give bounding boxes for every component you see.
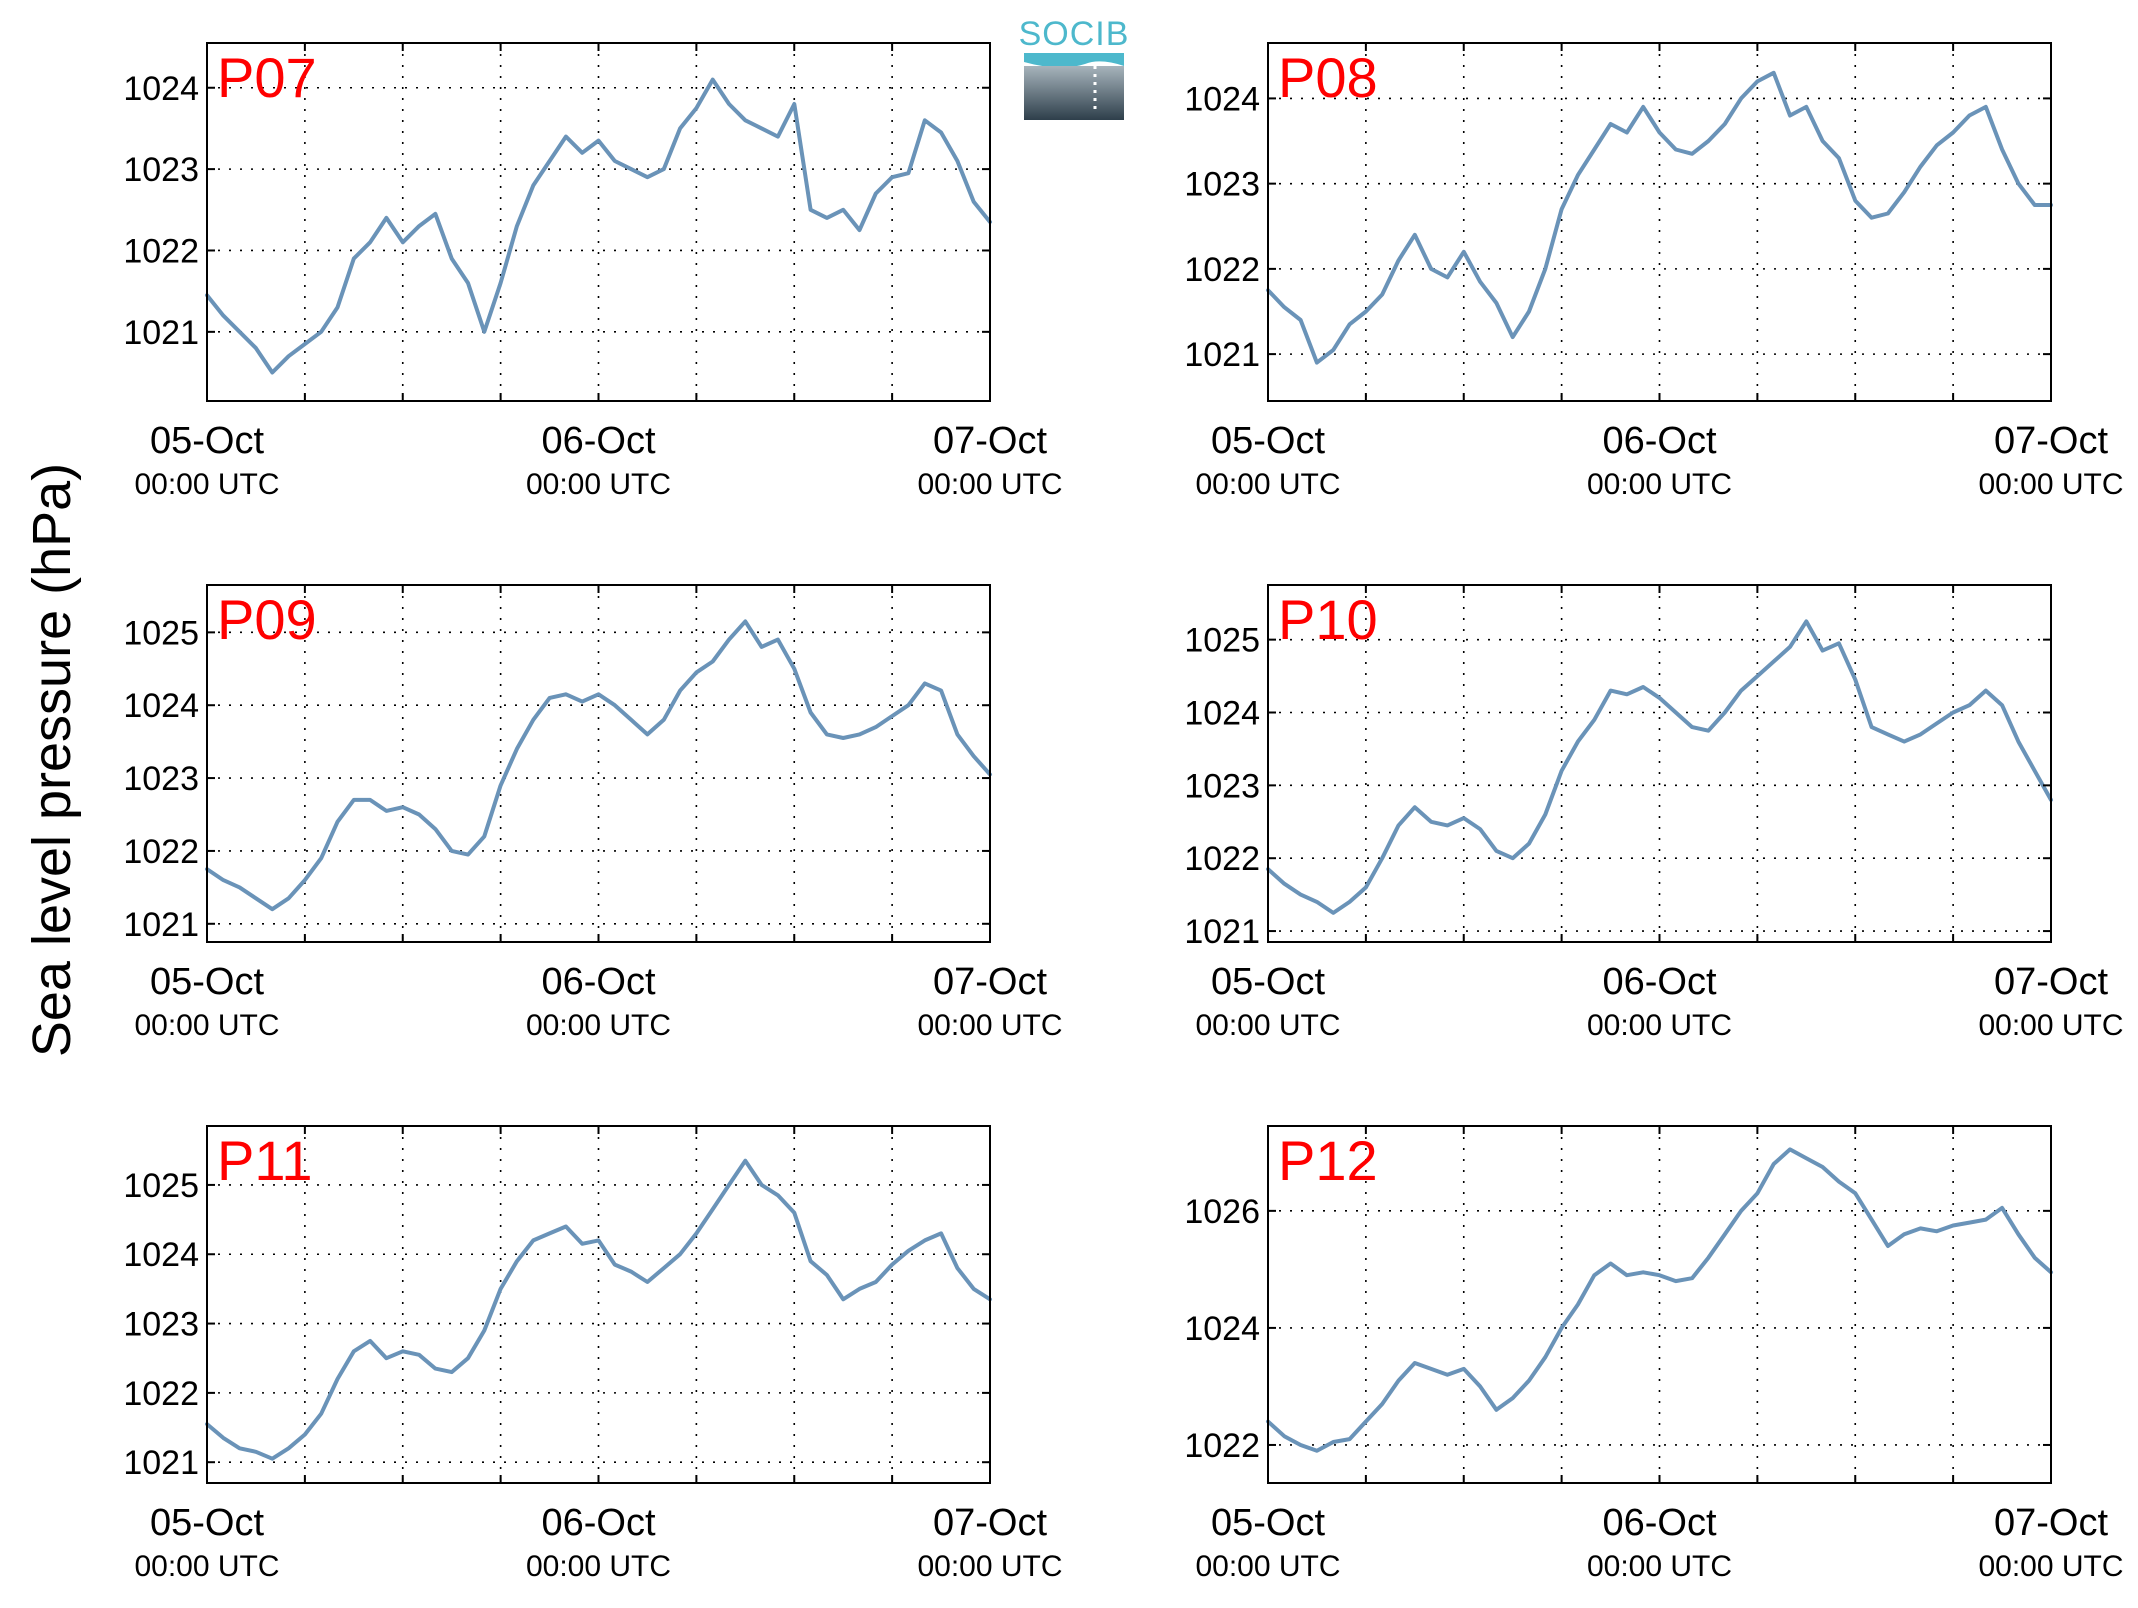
panel-p09: 1021 1022 1023 1024 1025 05-Oct 00:00 UTC 06-Oc… xyxy=(123,584,1063,1042)
y-tick-label: 1024 xyxy=(1184,80,1260,118)
y-tick-label: 1021 xyxy=(1184,913,1260,951)
station-label: P11 xyxy=(217,1129,312,1192)
x-tick-label-date: 05-Oct xyxy=(1211,961,1325,1003)
plot-frame xyxy=(206,42,991,402)
x-tick-label-time: 00:00 UTC xyxy=(1195,1009,1340,1042)
panel-p07: 1021 1022 1023 1024 05-Oct 00:00 UTC 06-Oct 00:… xyxy=(123,42,1063,501)
plot-frame xyxy=(1267,42,2052,402)
y-tick-label: 1022 xyxy=(1184,840,1260,878)
x-tick-label-time: 00:00 UTC xyxy=(134,1009,279,1042)
x-tick-label-date: 07-Oct xyxy=(933,1502,1047,1544)
x-tick-label-date: 05-Oct xyxy=(150,1502,264,1544)
x-tick-label-time: 00:00 UTC xyxy=(1978,468,2123,501)
y-tick-label: 1026 xyxy=(1184,1193,1260,1231)
station-label: P08 xyxy=(1278,46,1378,109)
station-label: P07 xyxy=(217,46,317,109)
socib-logo: SOCIB xyxy=(1019,15,1130,120)
series-line xyxy=(1266,619,2053,915)
y-tick-label: 1022 xyxy=(123,833,199,871)
y-tick-label: 1024 xyxy=(123,70,199,108)
plot-frame xyxy=(1267,1125,2052,1484)
y-tick-label: 1021 xyxy=(123,314,199,352)
x-tick-label-date: 07-Oct xyxy=(1994,1502,2108,1544)
panel-p10: 1021 1022 1023 1024 1025 05-Oct 00:00 UTC 06-Oc… xyxy=(1184,584,2124,1042)
x-tick-label-date: 07-Oct xyxy=(1994,420,2108,462)
x-tick-label-date: 07-Oct xyxy=(933,420,1047,462)
y-tick-label: 1024 xyxy=(123,1236,199,1274)
y-tick-label: 1023 xyxy=(123,760,199,798)
y-tick-label: 1023 xyxy=(1184,767,1260,805)
x-tick-label-time: 00:00 UTC xyxy=(1587,1550,1732,1583)
x-tick-label-time: 00:00 UTC xyxy=(1587,1009,1732,1042)
y-tick-label: 1022 xyxy=(123,1375,199,1413)
station-label: P09 xyxy=(217,588,317,651)
y-tick-label: 1021 xyxy=(123,906,199,944)
x-tick-label-time: 00:00 UTC xyxy=(526,1009,671,1042)
x-tick-label-time: 00:00 UTC xyxy=(917,468,1062,501)
x-tick-label-date: 05-Oct xyxy=(1211,420,1325,462)
station-label: P12 xyxy=(1278,1129,1378,1192)
x-tick-label-time: 00:00 UTC xyxy=(1587,468,1732,501)
x-tick-label-time: 00:00 UTC xyxy=(917,1550,1062,1583)
x-tick-label-date: 06-Oct xyxy=(1602,961,1716,1003)
x-tick-label-date: 06-Oct xyxy=(541,1502,655,1544)
x-tick-label-date: 06-Oct xyxy=(541,961,655,1003)
y-tick-label: 1022 xyxy=(1184,251,1260,289)
y-tick-label: 1023 xyxy=(1184,166,1260,204)
y-tick-label: 1024 xyxy=(1184,1310,1260,1348)
y-tick-label: 1025 xyxy=(1184,622,1260,660)
x-tick-label-date: 05-Oct xyxy=(150,420,264,462)
x-tick-label-date: 07-Oct xyxy=(1994,961,2108,1003)
x-tick-label-date: 06-Oct xyxy=(541,420,655,462)
x-tick-label-date: 05-Oct xyxy=(1211,1502,1325,1544)
station-label: P10 xyxy=(1278,588,1378,651)
x-tick-label-date: 06-Oct xyxy=(1602,420,1716,462)
plot-frame xyxy=(206,1125,991,1484)
y-tick-label: 1025 xyxy=(123,614,199,652)
x-tick-label-date: 06-Oct xyxy=(1602,1502,1716,1544)
y-tick-label: 1023 xyxy=(123,1306,199,1344)
plot-frame xyxy=(206,584,991,943)
x-tick-label-time: 00:00 UTC xyxy=(917,1009,1062,1042)
y-tick-label: 1025 xyxy=(123,1167,199,1205)
x-tick-label-time: 00:00 UTC xyxy=(134,1550,279,1583)
x-tick-label-time: 00:00 UTC xyxy=(1195,1550,1340,1583)
y-axis-label: Sea level pressure (hPa) xyxy=(22,463,82,1057)
series-line xyxy=(205,77,992,375)
x-tick-label-time: 00:00 UTC xyxy=(1978,1550,2123,1583)
panel-p08: 1021 1022 1023 1024 05-Oct 00:00 UTC 06-Oct 00:… xyxy=(1184,42,2124,501)
series-line xyxy=(205,619,992,912)
y-tick-label: 1023 xyxy=(123,151,199,189)
y-tick-label: 1021 xyxy=(1184,336,1260,374)
x-tick-label-time: 00:00 UTC xyxy=(1978,1009,2123,1042)
panel-p12: 1022 1024 1026 05-Oct 00:00 UTC 06-Oct 00:00 U… xyxy=(1184,1125,2124,1583)
y-tick-label: 1022 xyxy=(1184,1427,1260,1465)
plot-frame xyxy=(1267,584,2052,943)
y-tick-label: 1024 xyxy=(1184,695,1260,733)
x-tick-label-time: 00:00 UTC xyxy=(134,468,279,501)
series-line xyxy=(1266,1147,2053,1453)
series-line xyxy=(205,1158,992,1461)
x-tick-label-date: 05-Oct xyxy=(150,961,264,1003)
y-tick-label: 1022 xyxy=(123,232,199,270)
x-tick-label-time: 00:00 UTC xyxy=(1195,468,1340,501)
panel-p11: 1021 1022 1023 1024 1025 05-Oct 00:00 UTC 06-Oc… xyxy=(123,1125,1063,1583)
y-tick-label: 1024 xyxy=(123,687,199,725)
y-tick-label: 1021 xyxy=(123,1444,199,1482)
series-line xyxy=(1266,70,2053,365)
x-tick-label-time: 00:00 UTC xyxy=(526,1550,671,1583)
socib-logo-text: SOCIB xyxy=(1019,15,1130,53)
x-tick-label-time: 00:00 UTC xyxy=(526,468,671,501)
x-tick-label-date: 07-Oct xyxy=(933,961,1047,1003)
